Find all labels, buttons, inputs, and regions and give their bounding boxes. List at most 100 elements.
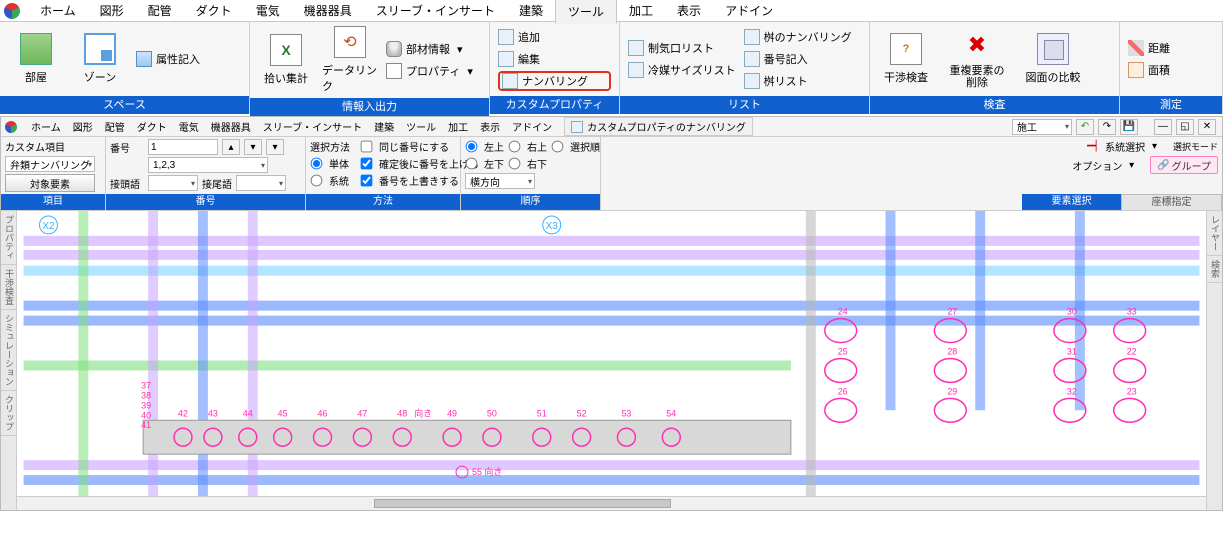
interference-button[interactable]: 干渉検査 <box>878 33 934 85</box>
sub-tab-elec[interactable]: 電気 <box>173 117 205 136</box>
dup-delete-button[interactable]: 重複要素の 削除 <box>942 29 1012 89</box>
ribbon-tab-shape[interactable]: 図形 <box>88 0 136 22</box>
system-radio[interactable] <box>311 175 323 187</box>
sub-tab-arch[interactable]: 建築 <box>368 117 400 136</box>
direction-combo[interactable]: 横方向 <box>465 173 535 189</box>
undo-button[interactable]: ↶ <box>1076 119 1094 135</box>
save-button[interactable]: 💾 <box>1120 119 1138 135</box>
target-elem-button[interactable]: 対象要素 <box>5 174 95 192</box>
ribbon-tab-home[interactable]: ホーム <box>28 0 88 22</box>
rail-clip[interactable]: クリップ <box>1 391 18 436</box>
svg-text:26: 26 <box>838 386 848 396</box>
datalink-button[interactable]: データリンク <box>322 26 378 94</box>
drawing-viewport[interactable]: X2 X3 242526272829303132332223 424344454… <box>17 211 1206 496</box>
num-down-button[interactable]: ▾ <box>244 139 262 155</box>
ribbon-tab-equip[interactable]: 機器器具 <box>292 0 364 22</box>
order-sel-radio[interactable] <box>552 141 564 153</box>
cp-edit-button[interactable]: 編集 <box>498 49 611 69</box>
ribbon-group-measure: 距離 面積 測定 <box>1120 22 1223 114</box>
mas-numbering-button[interactable]: 桝のナンバリング <box>744 27 852 47</box>
ribbon-tab-view[interactable]: 表示 <box>665 0 713 22</box>
attr-entry-button[interactable]: 属性記入 <box>136 49 200 69</box>
num-up-button[interactable]: ▴ <box>222 139 240 155</box>
h-scrollbar-thumb[interactable] <box>374 499 671 508</box>
prefix-format-combo[interactable]: 1,2,3 <box>148 157 268 173</box>
close-button[interactable]: ✕ <box>1198 119 1216 135</box>
ribbon-tab-pipe[interactable]: 配管 <box>136 0 184 22</box>
sub-tab-sleeve[interactable]: スリーブ・インサート <box>257 117 368 136</box>
same-num-check[interactable] <box>361 141 373 153</box>
canvas-area[interactable]: プロパティ 干渉検査 シミュレーション クリップ レイヤー 検索 平面図 1/4… <box>1 210 1222 510</box>
order-bl-radio[interactable] <box>466 158 478 170</box>
room-button[interactable]: 部屋 <box>8 33 64 85</box>
minimize-button[interactable]: — <box>1154 119 1172 135</box>
distance-button[interactable]: 距離 <box>1128 38 1170 58</box>
num-menu-button[interactable]: ▾ <box>266 139 284 155</box>
h-scrollbar[interactable] <box>17 496 1206 510</box>
coord-tab[interactable]: 座標指定 <box>1121 194 1222 210</box>
sub-tab-view[interactable]: 表示 <box>474 117 506 136</box>
ribbon-tab-addin[interactable]: アドイン <box>713 0 785 22</box>
pickup-button[interactable]: 拾い集計 <box>258 34 314 86</box>
group-mode-button[interactable]: 🔗グループ <box>1150 156 1218 174</box>
rail-layer[interactable]: レイヤー <box>1207 211 1222 256</box>
elem-select-tab[interactable]: 要素選択 <box>1022 194 1121 210</box>
after-confirm-check[interactable] <box>361 158 373 170</box>
cp-add-button[interactable]: 追加 <box>498 27 611 47</box>
svg-text:47: 47 <box>357 408 367 418</box>
redo-button[interactable]: ↷ <box>1098 119 1116 135</box>
unit-radio[interactable] <box>311 158 323 170</box>
sub-tab-home[interactable]: ホーム <box>25 117 67 136</box>
damper-list-button[interactable]: 制気口リスト <box>628 38 736 58</box>
order-tr-radio[interactable] <box>509 141 521 153</box>
num-input[interactable] <box>148 139 218 155</box>
rail-simulation[interactable]: シミュレーション <box>1 310 18 391</box>
rail-search[interactable]: 検索 <box>1207 256 1222 283</box>
ribbon-tab-tool[interactable]: ツール <box>555 0 617 24</box>
partinfo-button[interactable]: 部材情報 ▾ <box>386 39 473 59</box>
order-sel-label: 選択順 <box>570 139 600 154</box>
property-button[interactable]: プロパティ ▾ <box>386 61 473 81</box>
suffix-combo[interactable] <box>236 175 286 191</box>
right-rail: レイヤー 検索 <box>1206 211 1222 510</box>
ribbon-tab-arch[interactable]: 建築 <box>507 0 555 22</box>
prefix-combo[interactable] <box>148 175 198 191</box>
distance-icon <box>1128 40 1144 56</box>
drawing-svg: X2 X3 242526272829303132332223 424344454… <box>17 211 1206 496</box>
sub-tab-equip[interactable]: 機器器具 <box>205 117 257 136</box>
mode-combo[interactable]: 施工 <box>1012 119 1072 135</box>
refrig-list-button[interactable]: 冷媒サイズリスト <box>628 60 736 80</box>
compare-button[interactable]: 図面の比較 <box>1020 33 1086 85</box>
mas-list-button[interactable]: 桝リスト <box>744 71 852 91</box>
rail-interference[interactable]: 干渉検査 <box>1 265 18 310</box>
order-br-radio[interactable] <box>509 158 521 170</box>
svg-text:39: 39 <box>141 400 151 410</box>
sub-tab-pipe[interactable]: 配管 <box>99 117 131 136</box>
sub-tab-addin[interactable]: アドイン <box>506 117 558 136</box>
ribbon-tab-sleeve[interactable]: スリーブ・インサート <box>364 0 507 22</box>
overwrite-check[interactable] <box>361 175 373 187</box>
ribbon-tab-duct[interactable]: ダクト <box>184 0 244 22</box>
pickup-icon <box>270 34 302 66</box>
order-tl-radio[interactable] <box>466 141 478 153</box>
sys-select-button[interactable]: 系統選択 <box>1105 139 1145 154</box>
prefix-label: 接頭語 <box>110 176 144 191</box>
svg-text:43: 43 <box>208 408 218 418</box>
sub-tab-tool[interactable]: ツール <box>400 117 442 136</box>
maximize-button[interactable]: ◱ <box>1176 119 1194 135</box>
option-button[interactable]: オプション <box>1072 158 1122 173</box>
ribbon-tab-fab[interactable]: 加工 <box>617 0 665 22</box>
zone-button[interactable]: ゾーン <box>72 33 128 85</box>
ribbon-tab-elec[interactable]: 電気 <box>244 0 292 22</box>
rail-properties[interactable]: プロパティ <box>1 211 18 265</box>
option-head-method: 方法 <box>306 194 460 210</box>
cp-numbering-button[interactable]: ナンバリング <box>498 71 611 91</box>
area-button[interactable]: 面積 <box>1128 60 1170 80</box>
sub-tab-shape[interactable]: 図形 <box>67 117 99 136</box>
num-entry-button[interactable]: 番号記入 <box>744 49 852 69</box>
refrig-icon <box>628 62 644 78</box>
custom-item-combo[interactable]: 弁類ナンバリング <box>5 156 95 172</box>
svg-text:45: 45 <box>278 408 288 418</box>
sub-tab-duct[interactable]: ダクト <box>131 117 173 136</box>
sub-tab-fab[interactable]: 加工 <box>442 117 474 136</box>
